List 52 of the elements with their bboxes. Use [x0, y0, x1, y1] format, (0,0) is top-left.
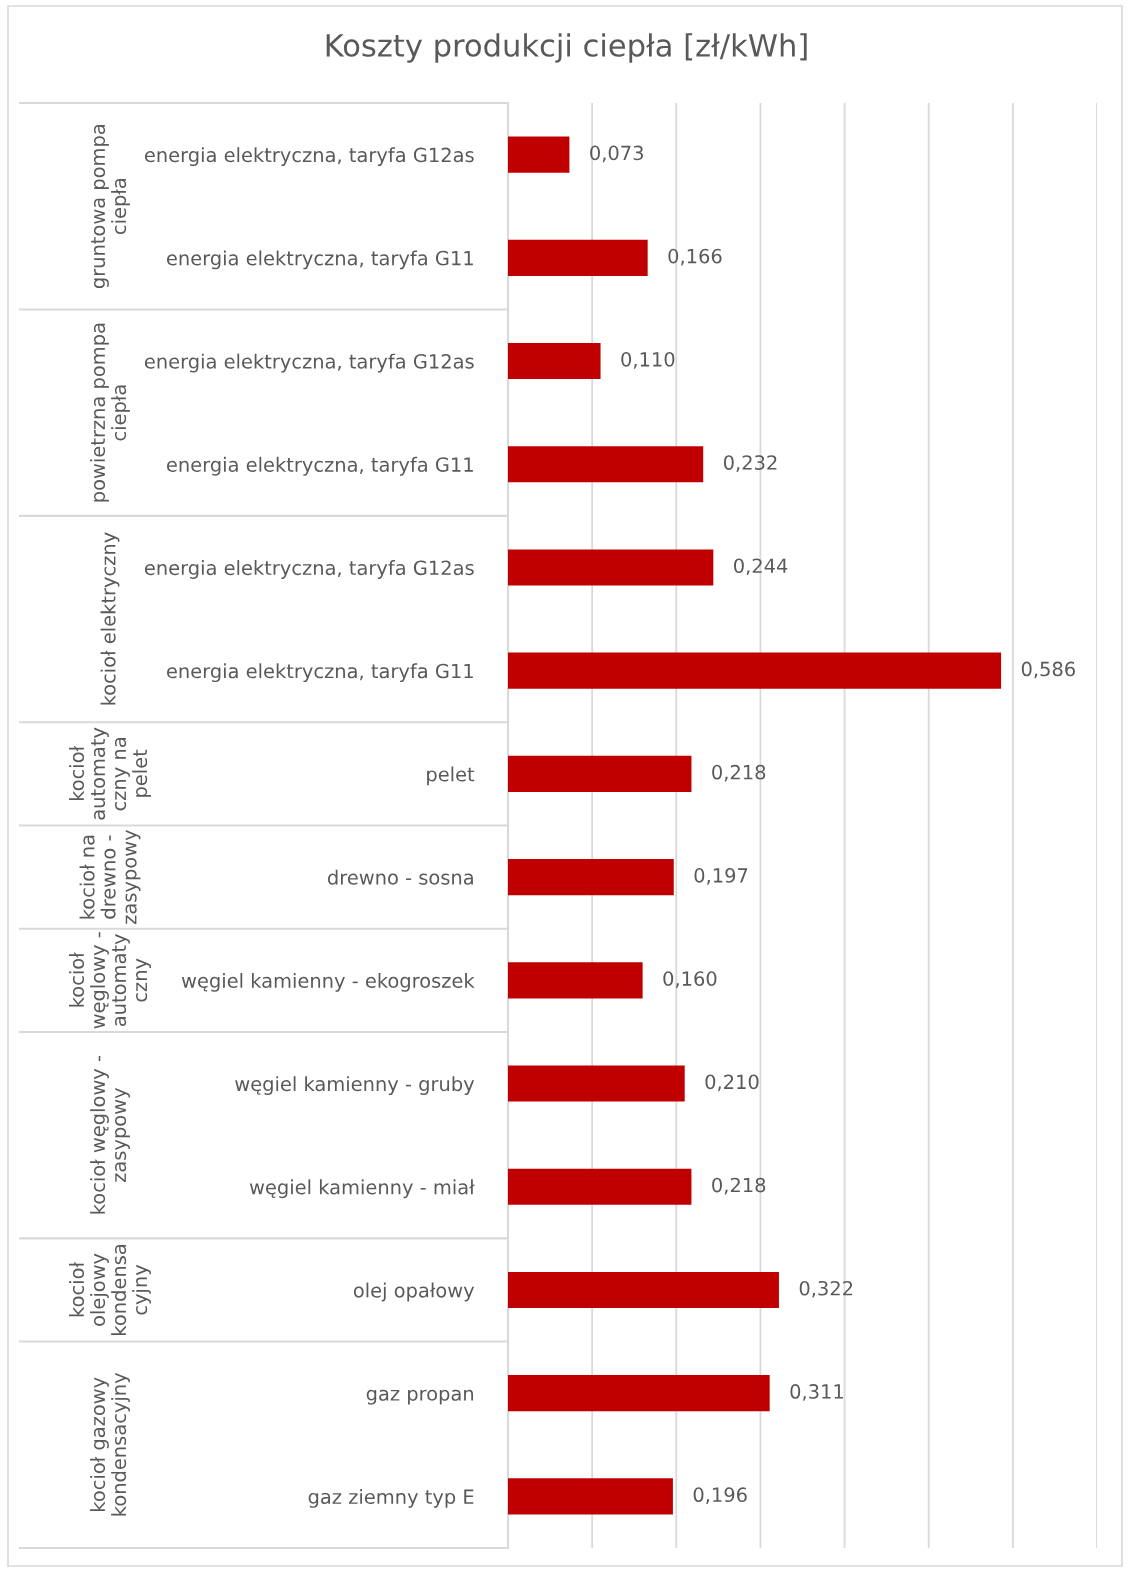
text: kocioł automaty czny na pelet [69, 727, 151, 820]
y-tick-label: pelet [427, 766, 475, 786]
bar [508, 1168, 692, 1205]
data-label: 0,244 [734, 558, 788, 576]
y-tick-label: olej opałowy [353, 1282, 475, 1302]
y-tick-label: gaz propan [366, 1389, 474, 1405]
y-tick-label: węgiel kamienny - miał [249, 1179, 475, 1199]
bar [508, 136, 570, 173]
text: kocioł węglowy - automaty czny [69, 932, 151, 1029]
bar [508, 962, 643, 999]
data-label: 0,311 [790, 1384, 843, 1401]
y-tick-label: gaz ziemny typ E [308, 1489, 474, 1508]
bar [508, 652, 1002, 689]
text: kocioł na drewno - zasypowy [79, 829, 141, 924]
data-label: 0,218 [712, 764, 766, 782]
bar [508, 1375, 770, 1412]
text: kocioł gazowy kondensacyjny [90, 1372, 130, 1516]
y-tick-label: drewno - sosna [327, 869, 473, 885]
chart-title: Koszty produkcji ciepła [zł/kWh] [326, 33, 807, 63]
text: kocioł elektryczny [100, 532, 120, 705]
bar [508, 342, 601, 380]
data-label: 0,196 [693, 1487, 747, 1505]
bar [508, 239, 648, 276]
y-tick-label: energia elektryczna, taryfa G12as [144, 560, 474, 579]
y-tick-label: energia elektryczna, taryfa G11 [166, 663, 473, 683]
y-tick-label: energia elektryczna, taryfa G11 [166, 456, 473, 476]
bar [508, 1478, 673, 1515]
text: gruntowa pompa ciepła [91, 125, 130, 289]
data-label: 0,232 [723, 455, 777, 472]
bar [508, 446, 704, 483]
bar [508, 549, 714, 586]
data-label: 0,110 [621, 351, 675, 369]
data-label: 0,586 [1021, 661, 1075, 679]
y-tick-label: węgiel kamienny - gruby [235, 1076, 475, 1095]
data-label: 0,210 [705, 1074, 759, 1092]
text: kocioł węglowy - zasypowy [90, 1055, 130, 1214]
y-tick-label: energia elektryczna, taryfa G11 [166, 250, 473, 270]
bar [508, 1271, 779, 1309]
data-label: 0,166 [668, 248, 722, 266]
data-label: 0,218 [712, 1177, 766, 1195]
y-tick-label: energia elektryczna, taryfa G12as [144, 353, 474, 373]
text: powietrzna pompa ciepła [90, 323, 130, 502]
data-label: 0,197 [694, 868, 748, 885]
text: kocioł olejowy kondensa cyjny [69, 1245, 151, 1335]
bar [508, 1065, 685, 1102]
data-label: 0,160 [663, 971, 717, 988]
bar [508, 755, 692, 792]
data-label: 0,322 [799, 1280, 853, 1298]
y-tick-label: energia elektryczna, taryfa G12as [144, 147, 474, 167]
y-tick-label: węgiel kamienny - ekogroszek [181, 972, 475, 992]
bar [508, 859, 674, 896]
data-label: 0,073 [590, 145, 643, 163]
